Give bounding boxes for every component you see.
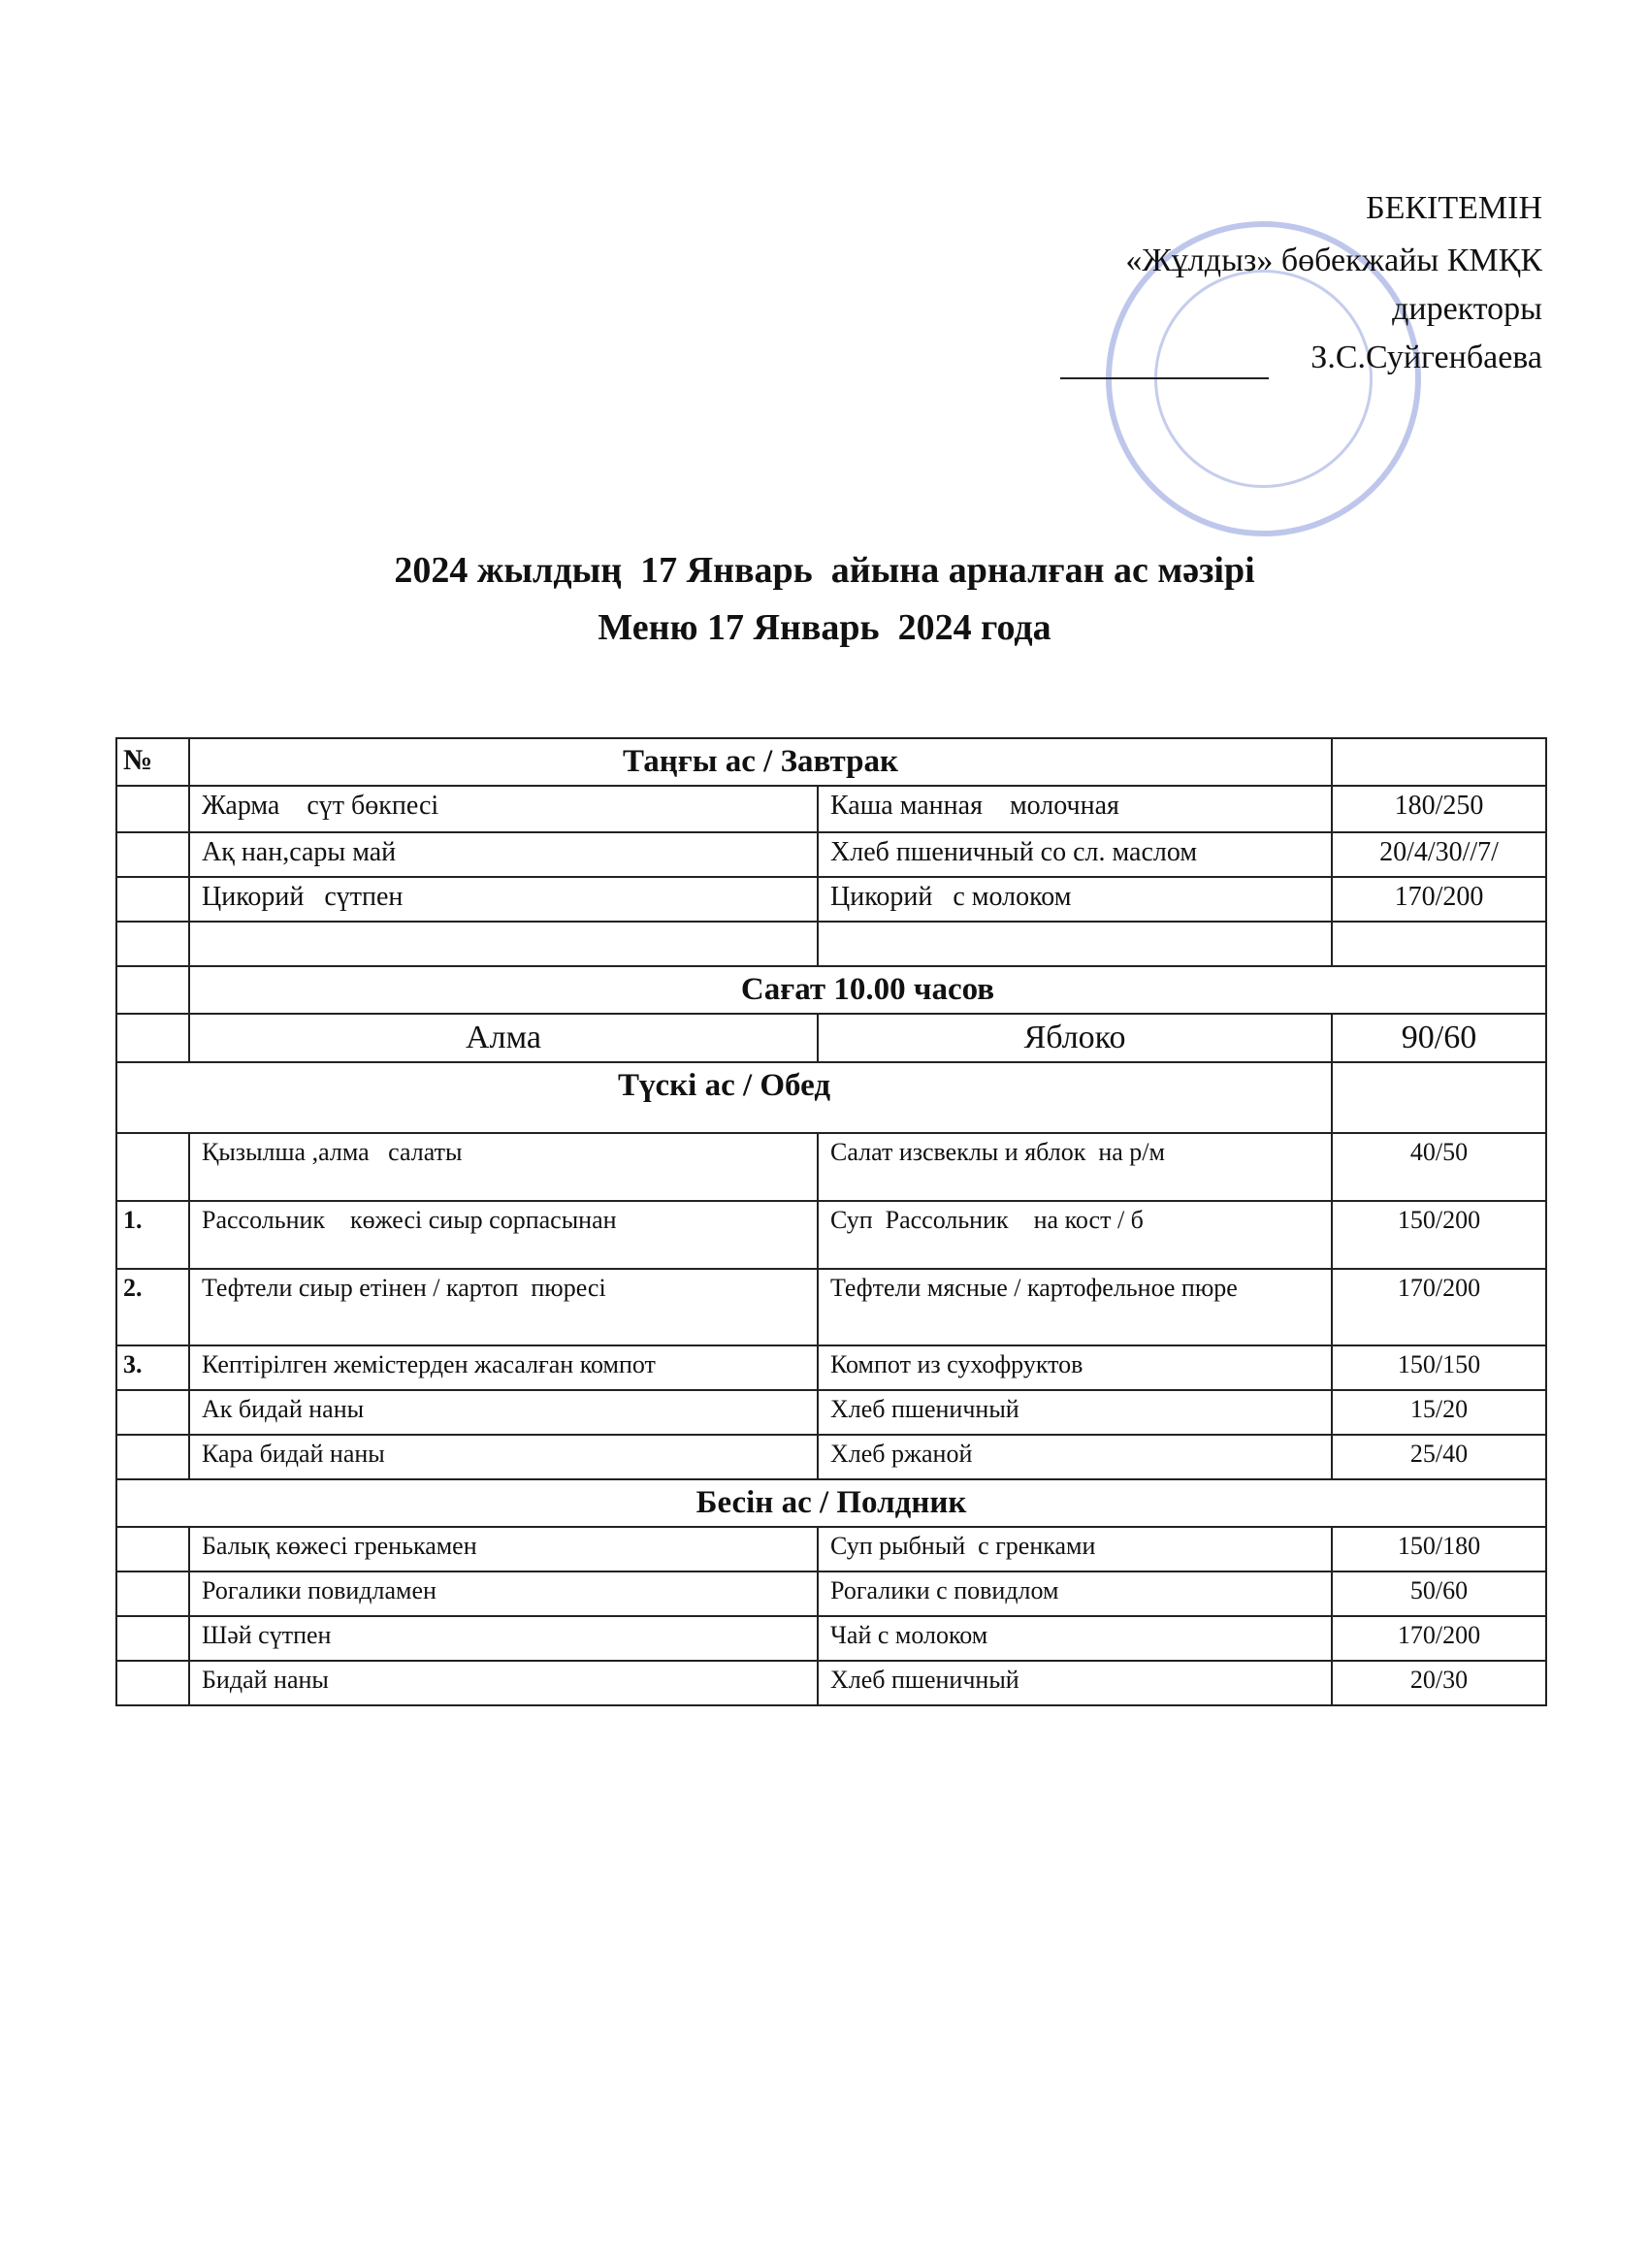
item-ru: Рогалики с повидлом: [816, 1570, 1334, 1617]
item-number: [115, 1570, 190, 1617]
approval-position: директоры: [1392, 291, 1542, 327]
item-number: [115, 830, 190, 878]
item-kz: Алма: [188, 1012, 819, 1063]
item-kz: Ақ нан,сары май: [188, 830, 819, 878]
table-row: Түскі ас / Обед: [114, 1060, 1548, 1134]
approval-title: БЕКІТЕМІН: [1366, 190, 1542, 226]
item-kz: Бидай наны: [188, 1659, 819, 1706]
item-portion: 90/60: [1331, 1012, 1548, 1063]
item-ru: Суп Рассольник на кост / б: [816, 1199, 1334, 1270]
item-number: [115, 784, 190, 833]
heading-line2: Меню 17 Январь 2024 года: [598, 607, 1051, 648]
item-number: [115, 875, 190, 923]
item-kz: Цикорий сүтпен: [188, 875, 819, 923]
table-row: Алма Яблоко 90/60: [115, 1012, 1548, 1063]
item-ru: Чай с молоком: [816, 1614, 1334, 1662]
item-kz: Ак бидай наны: [188, 1388, 819, 1436]
item-number: [115, 1433, 190, 1480]
table-row: Бидай наны Хлеб пшеничный 20/30: [115, 1659, 1548, 1706]
table-row: 3. Кептірілген жемістерден жасалған компо…: [115, 1344, 1548, 1391]
cell: [1331, 1060, 1548, 1134]
table-row: Рогалики повидламен Рогалики с повидлом 50…: [115, 1570, 1548, 1617]
table-row: Балық көжесі гренькамен Суп рыбный с грен…: [115, 1525, 1548, 1572]
item-kz: Кептірілген жемістерден жасалған компот: [188, 1344, 819, 1391]
item-portion: 20/30: [1331, 1659, 1548, 1706]
item-portion: 170/200: [1331, 875, 1548, 923]
table-row: 2. Тефтели сиыр етінен / картоп пюресі Теф…: [115, 1267, 1548, 1346]
item-portion: 150/200: [1331, 1199, 1548, 1270]
item-number: 2.: [115, 1267, 190, 1346]
item-portion: 15/20: [1331, 1388, 1548, 1436]
cell: [188, 920, 819, 967]
table-row: Бесін ас / Полдник: [114, 1477, 1548, 1528]
approval-org: «Жұлдыз» бөбекжайы КМҚК: [1125, 243, 1542, 278]
cell: [816, 920, 1334, 967]
table-row: Ак бидай наны Хлеб пшеничный 15/20: [115, 1388, 1548, 1436]
table-row: Шәй сүтпен Чай с молоком 170/200: [115, 1614, 1548, 1662]
item-ru: Компот из сухофруктов: [816, 1344, 1334, 1391]
item-number: [115, 1131, 190, 1202]
approval-name: З.С.Суйгенбаева: [1310, 340, 1542, 375]
item-portion: 25/40: [1331, 1433, 1548, 1480]
item-number: [115, 1659, 190, 1706]
item-ru: Тефтели мясные / картофельное пюре: [816, 1267, 1334, 1346]
item-kz: Шәй сүтпен: [188, 1614, 819, 1662]
number-header: №: [115, 737, 190, 787]
cell: [115, 920, 190, 967]
table-row: Кара бидай наны Хлеб ржаной 25/40: [115, 1433, 1548, 1480]
item-number: [115, 1388, 190, 1436]
item-kz: Тефтели сиыр етінен / картоп пюресі: [188, 1267, 819, 1346]
item-number: 3.: [115, 1344, 190, 1391]
item-ru: Хлеб ржаной: [816, 1433, 1334, 1480]
table-row: Сағат 10.00 часов: [115, 964, 1548, 1015]
header-row: № Таңғы ас / Завтрак: [115, 737, 1548, 787]
item-kz: Жарма сүт бөкпесі: [188, 784, 819, 833]
item-portion: 170/200: [1331, 1614, 1548, 1662]
section-title: Сағат 10.00 часов: [187, 964, 1548, 1015]
cell: [1331, 920, 1548, 967]
item-ru: Хлеб пшеничный: [816, 1659, 1334, 1706]
item-portion: 40/50: [1331, 1131, 1548, 1202]
signature-line: [1060, 377, 1269, 379]
item-ru: Салат изсвеклы и яблок на р/м: [816, 1131, 1334, 1202]
item-number: [115, 1614, 190, 1662]
table-row: [115, 920, 1548, 967]
table-row: 1. Рассольник көжесі сиыр сорпасынан Суп Р…: [115, 1199, 1548, 1270]
menu-table: № Таңғы ас / Завтрак Жарма сүт бөкпесі Ка…: [114, 737, 1548, 1706]
table-row: Қызылша ,алма салаты Салат изсвеклы и ябл…: [115, 1131, 1548, 1202]
item-ru: Хлеб пшеничный: [816, 1388, 1334, 1436]
section-title: Таңғы ас / Завтрак: [187, 737, 1334, 787]
table-row: Цикорий сүтпен Цикорий с молоком 170/200: [115, 875, 1548, 923]
section-title: Бесін ас / Полдник: [114, 1477, 1548, 1528]
table-row: Ақ нан,сары май Хлеб пшеничный со сл. мас…: [115, 830, 1548, 878]
item-portion: 150/150: [1331, 1344, 1548, 1391]
item-number: [115, 1012, 190, 1063]
item-number: [115, 1525, 190, 1572]
item-portion: 20/4/30//7/: [1331, 830, 1548, 878]
cell: [1331, 737, 1548, 787]
item-portion: 180/250: [1331, 784, 1548, 833]
item-kz: Кара бидай наны: [188, 1433, 819, 1480]
item-kz: Рогалики повидламен: [188, 1570, 819, 1617]
cell: [115, 964, 190, 1015]
item-ru: Яблоко: [816, 1012, 1334, 1063]
item-ru: Хлеб пшеничный со сл. маслом: [816, 830, 1334, 878]
item-kz: Балық көжесі гренькамен: [188, 1525, 819, 1572]
item-portion: 50/60: [1331, 1570, 1548, 1617]
item-portion: 170/200: [1331, 1267, 1548, 1346]
item-ru: Каша манная молочная: [816, 784, 1334, 833]
item-kz: Рассольник көжесі сиыр сорпасынан: [188, 1199, 819, 1270]
heading-line1: 2024 жылдың 17 Январь айына арналған ас …: [394, 550, 1255, 591]
table-body: № Таңғы ас / Завтрак Жарма сүт бөкпесі Ка…: [114, 737, 1548, 1706]
item-ru: Цикорий с молоком: [816, 875, 1334, 923]
section-title: Түскі ас / Обед: [114, 1060, 1334, 1134]
item-kz: Қызылша ,алма салаты: [188, 1131, 819, 1202]
item-portion: 150/180: [1331, 1525, 1548, 1572]
item-number: 1.: [115, 1199, 190, 1270]
table-row: Жарма сүт бөкпесі Каша манная молочная 180…: [115, 784, 1548, 833]
item-ru: Суп рыбный с гренками: [816, 1525, 1334, 1572]
